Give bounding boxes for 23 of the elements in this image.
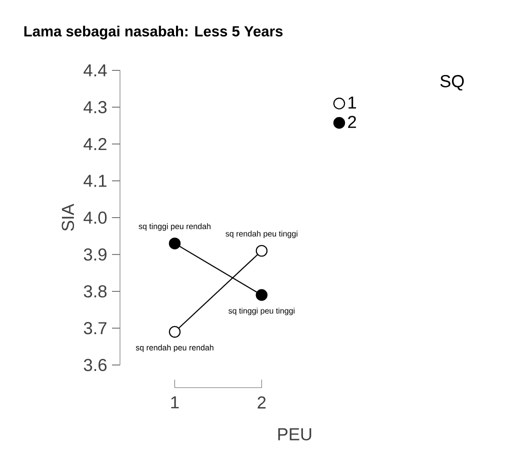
annotation: sq tinggi peu rendah (138, 223, 210, 231)
y-axis-title: SIA (62, 204, 74, 231)
point (168, 326, 181, 338)
y-tick-label: 4.0 (84, 212, 107, 224)
y-tick-label: 4.3 (84, 101, 107, 114)
annotation: sq rendah peu rendah (136, 344, 214, 352)
y-tick-label: 4.1 (84, 174, 106, 187)
y-tick-label: 3.8 (84, 285, 107, 298)
chart-title: Lama sebagai nasabah: Less 5 Years (24, 26, 283, 40)
y-tick-label: 3.9 (84, 248, 106, 261)
legend-title: SQ (440, 75, 464, 90)
y-tick-label: 3.6 (84, 358, 107, 372)
annotation: sq tinggi peu tinggi (228, 308, 294, 316)
y-tick-label: 3.7 (84, 322, 106, 334)
point (256, 289, 268, 301)
x-axis-title: PEU (278, 428, 312, 440)
legend-label: 2 (348, 116, 356, 128)
y-tick-label: 4.2 (84, 138, 106, 150)
legend-label: 1 (348, 96, 356, 108)
y-tick-label: 4.4 (84, 64, 107, 76)
point (168, 238, 181, 250)
annotation: sq rendah peu tinggi (226, 230, 298, 238)
point (256, 244, 268, 257)
